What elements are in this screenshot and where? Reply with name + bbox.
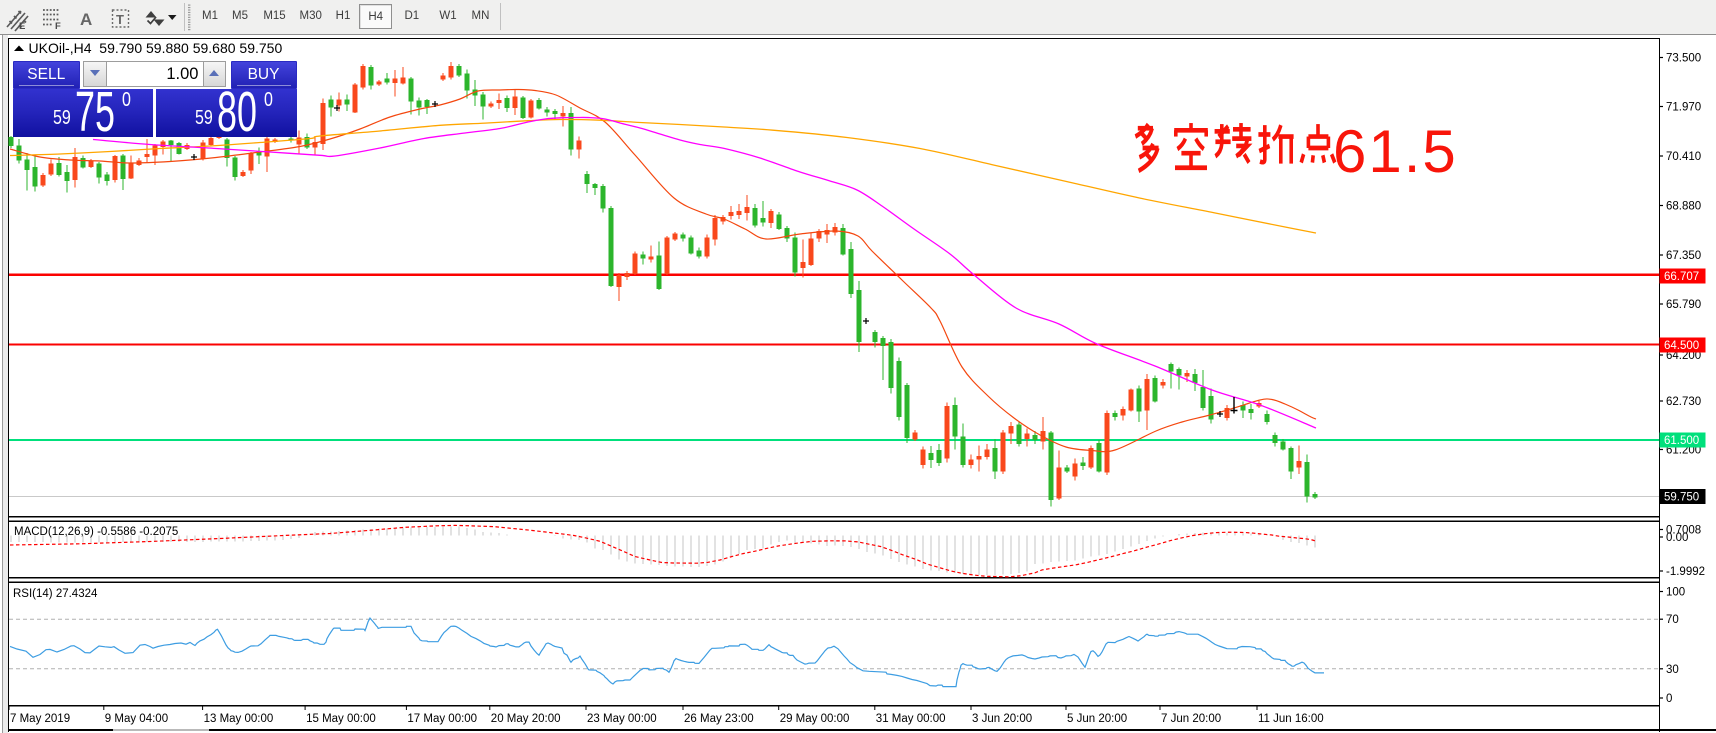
svg-text:7 Jun 20:00: 7 Jun 20:00 (1161, 713, 1221, 725)
svg-text:MACD(12,26,9) -0.5586 -0.2075: MACD(12,26,9) -0.5586 -0.2075 (14, 526, 178, 538)
svg-text:0: 0 (1666, 693, 1672, 705)
svg-text:UKOil-,H4 59.790 59.880 59.68: UKOil-,H4 59.790 59.880 59.680 59.750 (29, 40, 283, 56)
svg-text:100: 100 (1666, 587, 1685, 599)
svg-text:-1.9992: -1.9992 (1666, 566, 1705, 578)
svg-text:66.707: 66.707 (1664, 271, 1699, 283)
svg-text:64.500: 64.500 (1664, 340, 1699, 352)
svg-text:26 May 23:00: 26 May 23:00 (684, 713, 754, 725)
svg-text:15 May 00:00: 15 May 00:00 (306, 713, 376, 725)
svg-text:30: 30 (1666, 664, 1679, 676)
svg-text:73.500: 73.500 (1666, 53, 1701, 65)
svg-text:0.7008: 0.7008 (1666, 525, 1701, 537)
svg-text:61.5: 61.5 (1333, 118, 1458, 185)
svg-text:67.350: 67.350 (1666, 250, 1701, 262)
svg-text:T: T (116, 12, 124, 27)
svg-text:0.00: 0.00 (1666, 532, 1688, 544)
svg-text:62.730: 62.730 (1666, 396, 1701, 408)
svg-text:E: E (19, 21, 25, 32)
svg-text:29 May 00:00: 29 May 00:00 (780, 713, 850, 725)
svg-text:61.500: 61.500 (1664, 435, 1699, 447)
svg-text:17 May 00:00: 17 May 00:00 (407, 713, 477, 725)
svg-text:7 May 2019: 7 May 2019 (10, 713, 70, 725)
svg-text:23 May 00:00: 23 May 00:00 (587, 713, 657, 725)
svg-text:71.970: 71.970 (1666, 102, 1701, 114)
svg-text:5 Jun 20:00: 5 Jun 20:00 (1067, 713, 1127, 725)
svg-text:11 Jun 16:00: 11 Jun 16:00 (1258, 713, 1324, 725)
svg-text:65.790: 65.790 (1666, 299, 1701, 311)
svg-text:F: F (55, 21, 61, 32)
svg-text:31 May 00:00: 31 May 00:00 (876, 713, 946, 725)
svg-text:3 Jun 20:00: 3 Jun 20:00 (972, 713, 1032, 725)
svg-text:70.410: 70.410 (1666, 151, 1701, 163)
svg-text:13 May 00:00: 13 May 00:00 (204, 713, 274, 725)
svg-text:9 May 04:00: 9 May 04:00 (105, 713, 168, 725)
svg-text:RSI(14) 27.4324: RSI(14) 27.4324 (13, 588, 98, 600)
svg-text:68.880: 68.880 (1666, 201, 1701, 213)
svg-text:A: A (80, 10, 92, 29)
svg-text:70: 70 (1666, 614, 1679, 626)
svg-text:59.750: 59.750 (1664, 492, 1699, 504)
svg-text:64.200: 64.200 (1666, 350, 1701, 362)
svg-text:20 May 20:00: 20 May 20:00 (491, 713, 561, 725)
